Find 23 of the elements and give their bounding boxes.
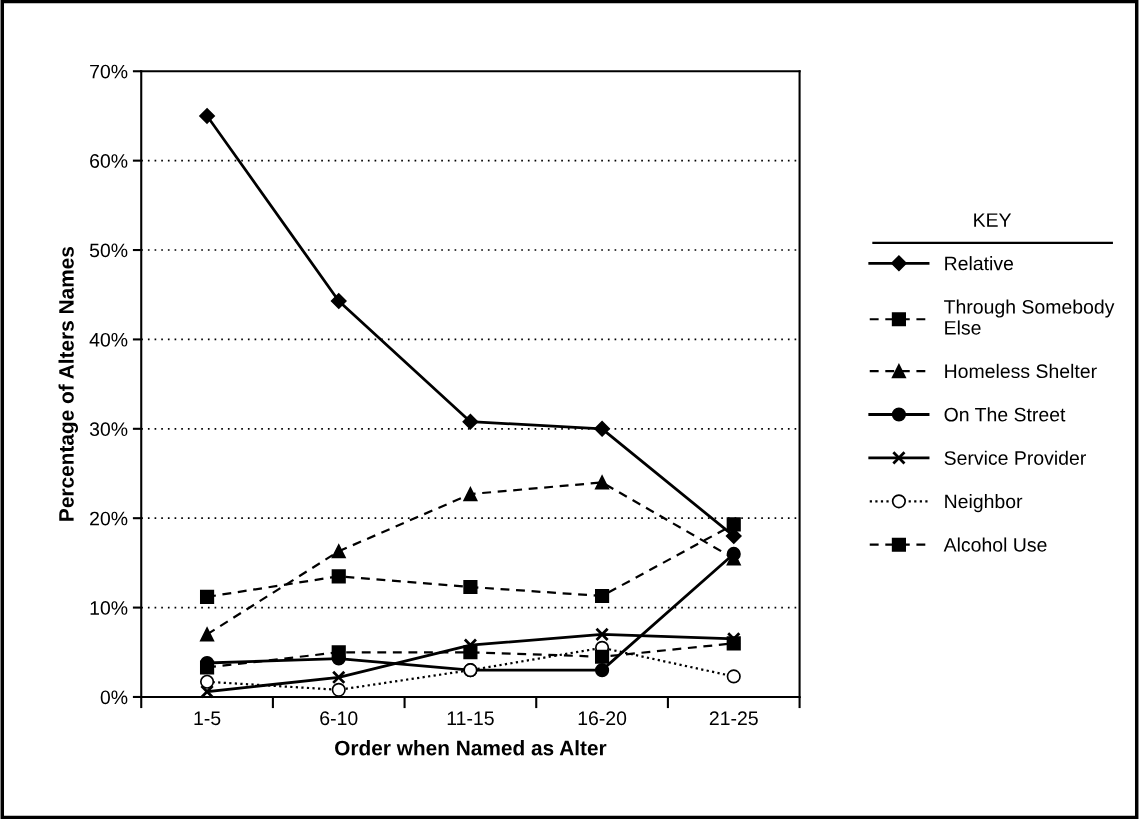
legend-label: Service Provider — [944, 450, 1086, 465]
legend-label: Alcohol Use — [943, 537, 1047, 552]
y-axis-title: Percentage of Alters Names — [58, 246, 79, 521]
y-tick-label: 10% — [90, 601, 128, 615]
legend-title: KEY — [974, 213, 1012, 227]
legend-label: Relative — [945, 256, 1014, 271]
legend-label: Through Somebody Else — [944, 299, 1115, 335]
x-tick-label: 1-5 — [194, 711, 221, 726]
legend-label: On The Street — [944, 407, 1066, 422]
x-tick-label: 6-10 — [320, 711, 358, 726]
x-tick-label: 16-20 — [578, 711, 627, 726]
legend-label: Homeless Shelter — [945, 363, 1097, 379]
x-axis-title: Order when Named as Alter — [335, 740, 607, 756]
x-tick-label: 11-15 — [447, 711, 494, 726]
y-tick-label: 30% — [89, 422, 128, 437]
x-tick-label: 21-25 — [709, 711, 758, 726]
y-tick-label: 20% — [90, 511, 128, 526]
y-tick-label: 40% — [89, 332, 128, 347]
y-tick-label: 60% — [90, 154, 128, 168]
y-tick-label: 70% — [90, 64, 128, 79]
legend-label: Neighbor — [945, 494, 1023, 513]
y-tick-label: 50% — [89, 243, 128, 258]
y-tick-label: 0% — [100, 690, 128, 705]
